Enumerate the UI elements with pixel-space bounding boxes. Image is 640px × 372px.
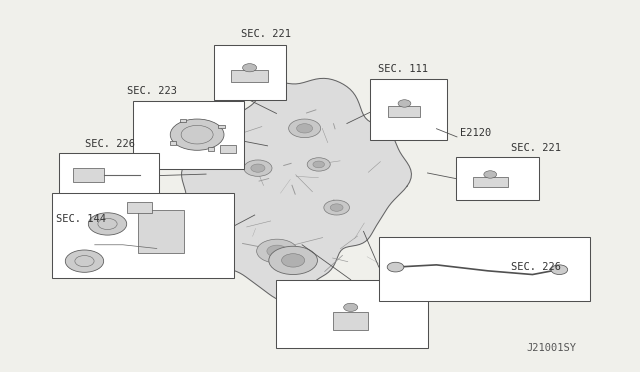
Bar xyxy=(138,210,184,253)
Circle shape xyxy=(313,161,324,168)
Polygon shape xyxy=(182,78,412,301)
Circle shape xyxy=(344,303,358,311)
Text: SEC. 111: SEC. 111 xyxy=(378,64,428,74)
Text: E2120: E2120 xyxy=(460,128,491,138)
Circle shape xyxy=(307,158,330,171)
Circle shape xyxy=(297,124,313,133)
Circle shape xyxy=(282,254,305,267)
Circle shape xyxy=(289,119,321,138)
Text: SEC. 226: SEC. 226 xyxy=(85,139,135,149)
Bar xyxy=(214,45,286,100)
Circle shape xyxy=(257,239,298,263)
Circle shape xyxy=(267,245,287,257)
Circle shape xyxy=(170,119,224,150)
Bar xyxy=(59,153,159,198)
Bar xyxy=(73,168,104,182)
Bar xyxy=(388,106,420,118)
Bar xyxy=(333,312,369,330)
Text: SEC. 221: SEC. 221 xyxy=(511,143,561,153)
Bar xyxy=(218,125,225,128)
Text: SEC. 226: SEC. 226 xyxy=(511,262,561,272)
Circle shape xyxy=(244,160,272,176)
Bar xyxy=(52,193,234,278)
Circle shape xyxy=(387,262,404,272)
Bar xyxy=(133,101,244,169)
Circle shape xyxy=(269,246,317,275)
Bar xyxy=(231,70,268,81)
Bar xyxy=(127,202,152,213)
Circle shape xyxy=(484,171,497,178)
Text: J21001SY: J21001SY xyxy=(526,343,576,353)
Bar xyxy=(370,79,447,140)
Circle shape xyxy=(251,164,265,172)
Circle shape xyxy=(65,250,104,272)
Bar xyxy=(473,177,508,187)
Bar xyxy=(456,157,539,200)
Bar xyxy=(220,145,236,153)
Circle shape xyxy=(88,213,127,235)
Circle shape xyxy=(398,100,411,107)
Circle shape xyxy=(330,204,343,211)
Bar xyxy=(379,237,590,301)
Text: SEC. 144: SEC. 144 xyxy=(56,214,106,224)
Text: SEC. 223: SEC. 223 xyxy=(127,86,177,96)
Circle shape xyxy=(324,200,349,215)
Circle shape xyxy=(551,265,568,275)
Text: SEC. 221: SEC. 221 xyxy=(241,29,291,39)
Bar xyxy=(180,119,186,122)
Bar xyxy=(208,147,214,151)
Bar xyxy=(170,141,176,145)
Circle shape xyxy=(243,64,257,72)
Bar xyxy=(276,280,428,348)
